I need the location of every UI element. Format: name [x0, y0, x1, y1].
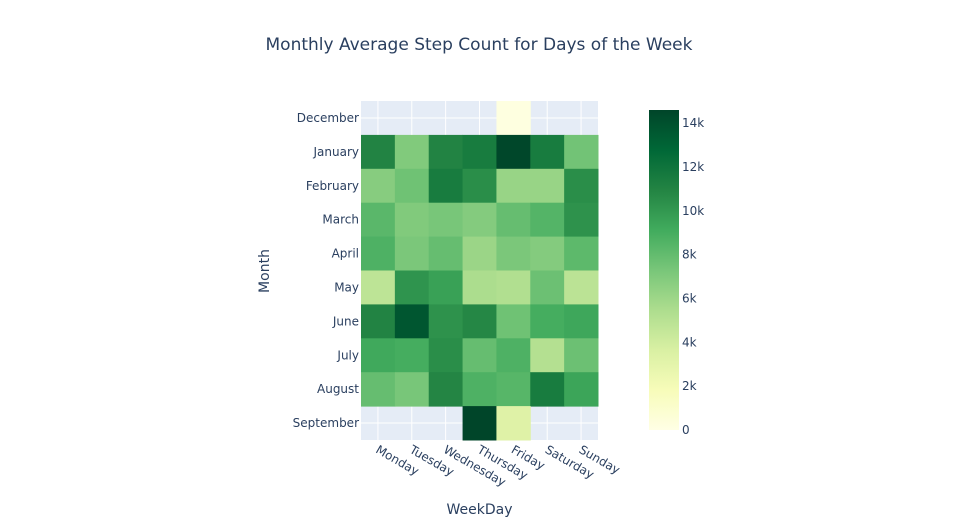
- y-tick-label: April: [332, 247, 359, 261]
- heatmap-cell[interactable]: [564, 270, 599, 305]
- heatmap-cell[interactable]: [361, 372, 396, 407]
- heatmap-cell[interactable]: [530, 202, 565, 238]
- heatmap-cell[interactable]: [496, 168, 531, 204]
- heatmap-cell[interactable]: [428, 134, 464, 170]
- heatmap-cell[interactable]: [564, 134, 599, 170]
- heatmap-cell[interactable]: [394, 304, 430, 339]
- heatmap-cell[interactable]: [361, 202, 396, 238]
- heatmap-cell[interactable]: [530, 168, 565, 204]
- heatmap-cell[interactable]: [428, 202, 464, 238]
- colorbar-tick-label: 8k: [682, 248, 697, 262]
- heatmap-cell[interactable]: [394, 236, 430, 271]
- y-axis-ticks: December January February March April May June…: [293, 111, 360, 430]
- heatmap-cell[interactable]: [530, 134, 565, 170]
- heatmap-cell[interactable]: [496, 338, 531, 373]
- heatmap-cell[interactable]: [428, 236, 464, 271]
- heatmap-cell[interactable]: [564, 168, 599, 204]
- colorbar-tick-label: 0: [682, 423, 690, 437]
- heatmap-cell[interactable]: [564, 236, 599, 271]
- colorbar-tick-label: 2k: [682, 379, 697, 393]
- y-axis-title: Month: [257, 249, 273, 293]
- x-axis-title: WeekDay: [446, 502, 512, 518]
- y-tick-label: December: [297, 111, 359, 125]
- heatmap-cell[interactable]: [530, 338, 565, 373]
- heatmap-cell[interactable]: [361, 304, 396, 339]
- heatmap-cell[interactable]: [564, 304, 599, 339]
- heatmap-cell[interactable]: [564, 338, 599, 373]
- heatmap-cell[interactable]: [496, 372, 531, 407]
- heatmap-cell[interactable]: [496, 134, 531, 170]
- heatmap-cell[interactable]: [394, 338, 430, 373]
- heatmap-cell[interactable]: [530, 304, 565, 339]
- chart-title: Monthly Average Step Count for Days of t…: [266, 35, 693, 55]
- colorbar-tick-label: 14k: [682, 116, 704, 130]
- heatmap-cell[interactable]: [428, 372, 464, 407]
- heatmap-cell[interactable]: [462, 202, 497, 238]
- heatmap-cells[interactable]: [361, 101, 599, 441]
- x-axis-ticks: MondayTuesdayWednesdayThursdayFridaySatu…: [373, 442, 622, 489]
- heatmap-cell[interactable]: [530, 270, 565, 305]
- heatmap-cell[interactable]: [530, 372, 565, 407]
- y-tick-label: July: [336, 348, 359, 362]
- colorbar-tick-label: 6k: [682, 291, 697, 305]
- heatmap-cell[interactable]: [462, 304, 497, 339]
- heatmap-cell[interactable]: [564, 372, 599, 407]
- heatmap-cell[interactable]: [462, 134, 497, 170]
- heatmap-cell[interactable]: [361, 270, 396, 305]
- y-tick-label: February: [306, 179, 359, 193]
- heatmap-cell[interactable]: [394, 202, 430, 238]
- colorbar-tick-label: 10k: [682, 204, 704, 218]
- colorbar: [649, 110, 679, 430]
- heatmap-cell[interactable]: [361, 236, 396, 271]
- heatmap-cell[interactable]: [394, 168, 430, 204]
- heatmap-cell[interactable]: [361, 168, 396, 204]
- y-tick-label: March: [322, 213, 359, 227]
- y-tick-label: January: [313, 145, 360, 159]
- colorbar-tick-label: 12k: [682, 160, 704, 174]
- heatmap-cell[interactable]: [361, 338, 396, 373]
- heatmap-cell[interactable]: [394, 270, 430, 305]
- heatmap-cell[interactable]: [462, 372, 497, 407]
- heatmap-cell[interactable]: [462, 406, 497, 441]
- colorbar-tick-label: 4k: [682, 335, 697, 349]
- heatmap-cell[interactable]: [496, 270, 531, 305]
- y-tick-label: June: [332, 314, 359, 328]
- heatmap-cell[interactable]: [394, 134, 430, 170]
- heatmap-cell[interactable]: [428, 338, 464, 373]
- heatmap-cell[interactable]: [428, 168, 464, 204]
- heatmap-cell[interactable]: [496, 406, 531, 441]
- heatmap-cell[interactable]: [496, 304, 531, 339]
- heatmap-cell[interactable]: [462, 270, 497, 305]
- heatmap-cell[interactable]: [564, 202, 599, 238]
- heatmap-cell[interactable]: [530, 236, 565, 271]
- y-tick-label: May: [334, 280, 359, 294]
- heatmap-cell[interactable]: [428, 270, 464, 305]
- heatmap-cell[interactable]: [361, 134, 396, 170]
- y-tick-label: September: [293, 416, 359, 430]
- heatmap-cell[interactable]: [496, 202, 531, 238]
- heatmap-cell[interactable]: [462, 338, 497, 373]
- heatmap-cell[interactable]: [496, 101, 531, 136]
- heatmap-cell[interactable]: [394, 372, 430, 407]
- heatmap-cell[interactable]: [428, 304, 464, 339]
- colorbar-ticks: 0 2k 4k 6k 8k 10k 12k 14k: [682, 116, 704, 437]
- heatmap-cell[interactable]: [462, 168, 497, 204]
- heatmap-cell[interactable]: [496, 236, 531, 271]
- y-tick-label: August: [317, 382, 359, 396]
- heatmap-cell[interactable]: [462, 236, 497, 271]
